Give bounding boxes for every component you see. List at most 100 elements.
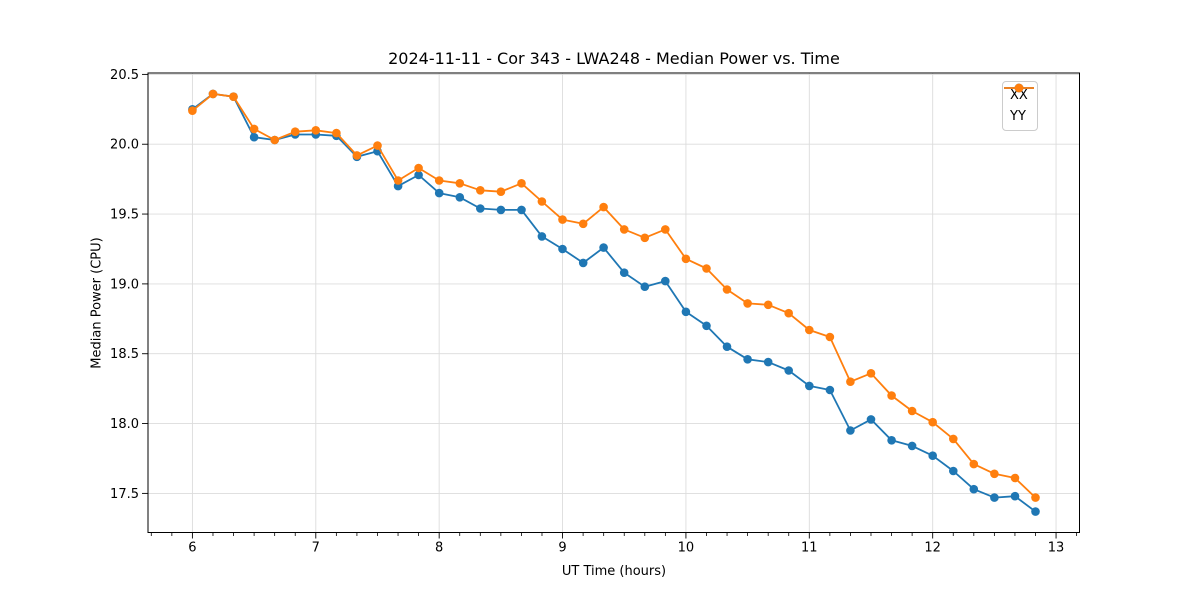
series-xx-point [619, 268, 629, 278]
series-xx-point [537, 232, 547, 241]
legend-marker-yy [1014, 83, 1024, 93]
series-xx-point [846, 426, 855, 435]
series-yy-point [784, 308, 793, 318]
series-xx-point [249, 132, 259, 142]
series-xx-point [599, 243, 608, 252]
series-xx-point [496, 205, 506, 215]
series-yy-point [352, 151, 362, 160]
x-tick-label: 13 [1048, 541, 1065, 556]
legend-label-xx: XX [1010, 88, 1028, 103]
x-tick-label: 10 [678, 541, 695, 556]
chart-title: 2024-11-11 - Cor 343 - LWA248 - Median P… [388, 49, 840, 68]
x-tick-label: 12 [924, 541, 941, 556]
series-yy-point [681, 254, 691, 264]
series-yy-point [393, 176, 403, 185]
series-yy-point [805, 325, 814, 335]
series-xx-point [434, 188, 444, 198]
series-yy-point [476, 186, 485, 195]
series-yy-point [1031, 493, 1040, 502]
series-yy-point [270, 135, 280, 145]
series-yy-point [846, 377, 855, 387]
series-yy-point [907, 406, 917, 416]
x-tick-label: 7 [312, 541, 320, 556]
series-xx-point [414, 170, 423, 180]
series-xx-point [640, 282, 650, 292]
y-tick-label: 20.5 [110, 68, 139, 83]
series-yy-point [229, 92, 238, 101]
plot-border [147, 72, 1080, 533]
series-yy-point [249, 124, 259, 134]
series-yy-point [373, 141, 382, 150]
series-yy-point [743, 299, 752, 308]
y-tick-label: 19.5 [110, 208, 139, 223]
series-yy-point [311, 126, 321, 135]
series-yy-point [887, 391, 896, 400]
series-yy-point [517, 179, 526, 188]
series-yy-point [434, 176, 444, 185]
y-tick-label: 18.5 [110, 347, 139, 362]
series-yy-point [928, 417, 937, 427]
series-xx-point [681, 307, 691, 317]
x-tick-label: 9 [558, 541, 566, 556]
y-tick-label: 18.0 [110, 417, 139, 432]
series-yy-point [496, 187, 506, 196]
x-axis-label: UT Time (hours) [561, 564, 667, 579]
series-yy-point [578, 219, 588, 229]
series-yy-point [990, 469, 999, 479]
y-tick-label: 20.0 [110, 138, 139, 153]
series-xx-point [558, 244, 567, 254]
series-yy-line [191, 93, 1037, 499]
y-tick-label: 19.0 [110, 277, 139, 292]
series-yy-point [661, 225, 670, 234]
series-xx-point [784, 366, 793, 375]
series-xx-point [866, 415, 876, 424]
legend: XX YY [1002, 81, 1038, 131]
series-xx-point [1031, 507, 1040, 516]
series-yy-point [208, 89, 218, 99]
series-yy-point [537, 197, 547, 206]
series-xx-point [990, 493, 999, 502]
series-yy-point [290, 127, 300, 136]
series-xx-point [928, 451, 937, 461]
x-tick-label: 11 [801, 541, 818, 556]
series-yy-point [455, 179, 465, 188]
series-xx-point [825, 385, 835, 395]
series-xx-point [517, 205, 526, 215]
series-yy-point [763, 300, 773, 310]
x-tick-label: 6 [188, 541, 196, 556]
series-yy-point [1010, 473, 1020, 483]
series-yy-point [866, 369, 876, 378]
y-axis-label: Median Power (CPU) [89, 237, 105, 369]
series-xx-point [969, 484, 979, 494]
series-yy-point [414, 163, 423, 173]
series-yy-point [825, 332, 835, 342]
series-xx-point [455, 193, 465, 202]
series-xx-point [1010, 491, 1020, 501]
series-xx-point [702, 321, 711, 331]
series-xx-point [763, 357, 773, 367]
legend-swatch-yy [1004, 83, 1034, 93]
series-xx-line [191, 93, 1037, 513]
series-yy-point [722, 285, 732, 294]
series-yy-point [558, 215, 567, 224]
legend-item-yy: YY [1004, 83, 1034, 126]
legend-label-yy: YY [1010, 109, 1026, 124]
series-xx-point [476, 204, 485, 213]
series-xx-point [887, 436, 896, 445]
series-yy-point [702, 264, 711, 273]
series-xx-point [907, 441, 917, 451]
series-xx-point [743, 355, 752, 364]
x-tick-label: 8 [435, 541, 443, 556]
series-yy-point [599, 202, 608, 212]
series-yy-point [332, 128, 341, 138]
series-yy-point [949, 434, 958, 444]
series-yy-point [188, 106, 197, 115]
series-xx-point [722, 342, 732, 352]
series-yy-point [969, 459, 979, 469]
series-yy-point [640, 233, 650, 243]
series-yy-point [619, 225, 629, 234]
series-xx-point [661, 276, 670, 286]
series-xx-point [578, 258, 588, 268]
